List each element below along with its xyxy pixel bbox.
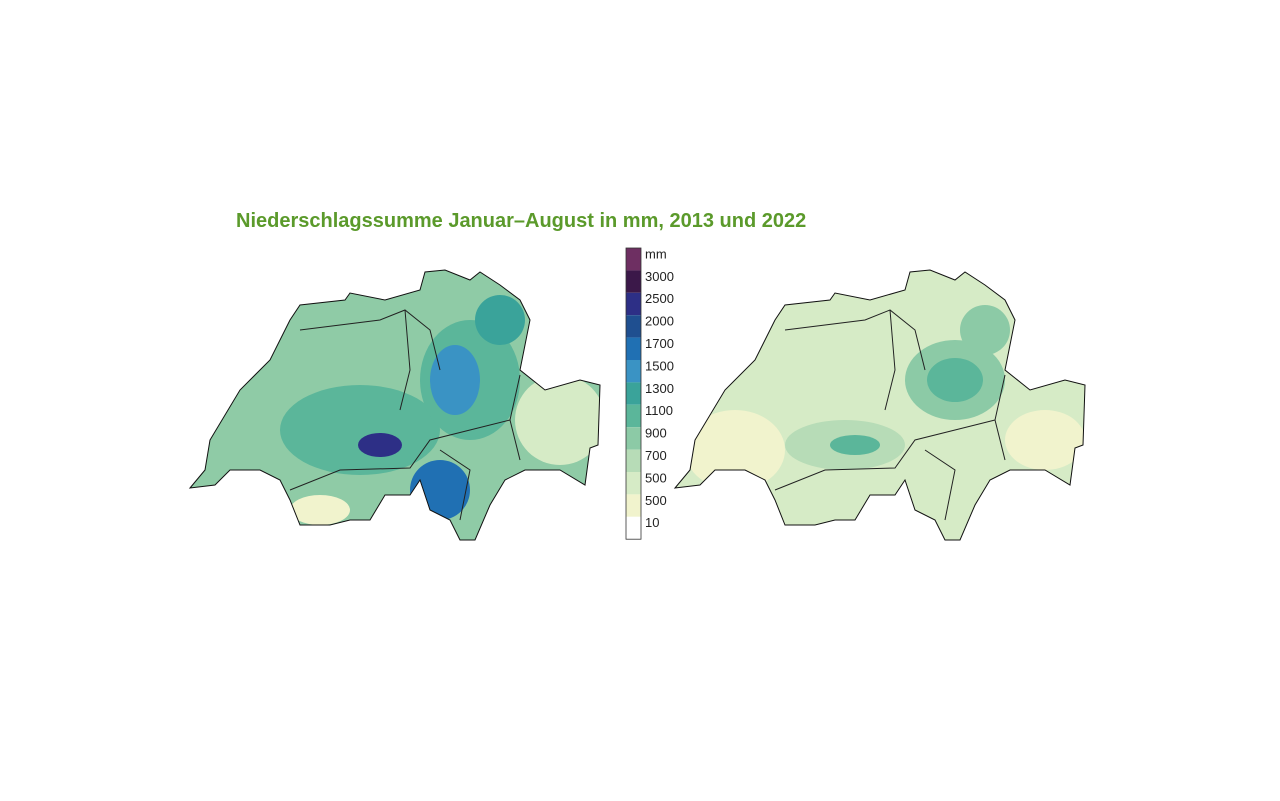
legend-label: 1500 (645, 358, 674, 373)
legend-label: 500 (645, 493, 667, 508)
legend-swatch (626, 449, 641, 472)
legend: mm 3000 2500 2000 1700 1500 1300 1100 900 700 500 5… (625, 246, 674, 540)
legend-swatch (626, 270, 641, 293)
legend-label: 1300 (645, 381, 674, 396)
legend-swatch (626, 494, 641, 517)
legend-swatch (626, 360, 641, 383)
legend-label: 10 (645, 515, 659, 530)
legend-swatch (626, 404, 641, 428)
legend-label: 1100 (645, 403, 673, 418)
legend-swatch (626, 516, 641, 540)
legend-swatch (626, 427, 641, 450)
legend-swatch (626, 337, 641, 360)
legend-label: 500 (645, 470, 667, 485)
legend-label: 700 (645, 448, 667, 463)
map-2013 (189, 269, 601, 541)
legend-swatch (626, 472, 641, 495)
legend-frame (625, 247, 642, 540)
legend-label: 2000 (645, 314, 674, 329)
legend-label: 900 (645, 426, 667, 441)
map-2022 (674, 269, 1086, 541)
legend-swatch (626, 248, 641, 271)
legend-swatch (626, 292, 641, 316)
legend-label: 3000 (645, 269, 674, 284)
legend-swatch (626, 382, 641, 405)
legend-label: mm (645, 246, 667, 261)
map-title: Niederschlagssumme Januar–August in mm, … (236, 210, 806, 232)
legend-label: 2500 (645, 291, 674, 306)
legend-swatch (626, 315, 641, 338)
legend-label: 1700 (645, 336, 674, 351)
